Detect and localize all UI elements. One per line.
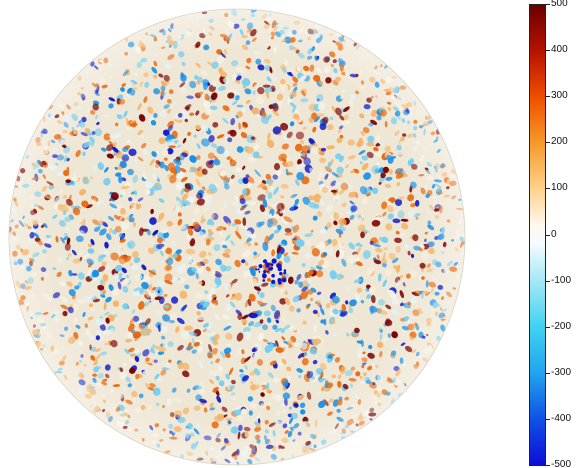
colorbar-tick-mark [546, 234, 550, 236]
colorbar-tick-label: 100 [551, 182, 568, 194]
colorbar-tick-mark [546, 418, 550, 420]
colorbar-tick-mark [546, 50, 550, 52]
disk-edge [8, 8, 466, 466]
colorbar-tick-label: -300 [551, 366, 572, 378]
colorbar-tick-mark [546, 96, 550, 98]
colorbar-tick-mark [546, 188, 550, 190]
colorbar-tick-label: 0 [551, 228, 557, 240]
colorbar-tick-mark [546, 326, 550, 328]
colorbar-tick-label: 400 [551, 44, 568, 56]
colorbar-tick-label: 300 [551, 90, 568, 102]
colorbar [529, 4, 546, 466]
solar-disk-image [8, 8, 466, 466]
colorbar-tick-mark [546, 142, 550, 144]
colorbar-tick-mark [546, 280, 550, 282]
colorbar-tick-label: 200 [551, 136, 568, 148]
colorbar-tick-mark [546, 4, 550, 5]
colorbar-tick-label: -400 [551, 412, 572, 424]
colorbar-tick-label: -200 [551, 320, 572, 332]
colorbar-tick-mark [546, 465, 550, 466]
colorbar-tick-label: 500 [551, 0, 568, 9]
colorbar-tick-mark [546, 372, 550, 374]
disk-field [9, 9, 465, 465]
limb-brightening [9, 9, 465, 465]
solar-disk [8, 8, 466, 466]
colorbar-tick-label: -500 [551, 459, 572, 468]
colorbar-tick-label: -100 [551, 274, 572, 286]
